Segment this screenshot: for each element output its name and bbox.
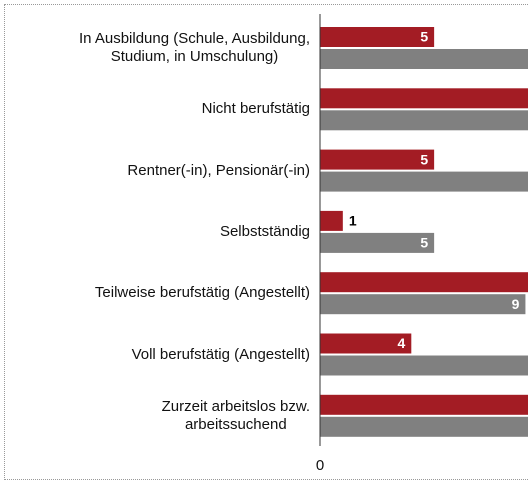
value-label: 4 <box>398 335 406 351</box>
bar <box>320 416 528 437</box>
category-label: Selbstständig <box>219 222 310 240</box>
value-label: 9 <box>512 296 520 312</box>
bar <box>320 171 528 192</box>
bar <box>320 272 528 293</box>
bar <box>320 210 343 231</box>
bar <box>320 394 528 415</box>
category-label: Voll berufstätig (Angestellt) <box>131 345 310 363</box>
value-label: 5 <box>420 151 428 167</box>
category-label: Zurzeit arbeitslos bzw. arbeitssuchend <box>161 397 310 433</box>
category-label: In Ausbildung (Schule, Ausbildung, Studi… <box>79 30 310 65</box>
bar <box>320 149 435 170</box>
category-label: Rentner(-in), Pensionär(-in) <box>127 161 310 179</box>
bar <box>320 27 435 47</box>
category-label: Nicht berufstätig <box>201 100 310 118</box>
chart-frame <box>4 4 528 480</box>
bar <box>320 110 528 131</box>
bar <box>320 355 528 376</box>
value-label: 5 <box>420 235 428 251</box>
bar <box>320 294 526 315</box>
value-label: 1 <box>349 213 357 229</box>
category-label: Teilweise berufstätig (Angestellt) <box>94 284 310 302</box>
bar <box>320 333 412 354</box>
bar <box>320 88 528 109</box>
bar <box>320 232 435 253</box>
x-tick-label: 0 <box>316 457 324 474</box>
bar <box>320 49 528 69</box>
value-label: 5 <box>420 29 428 45</box>
